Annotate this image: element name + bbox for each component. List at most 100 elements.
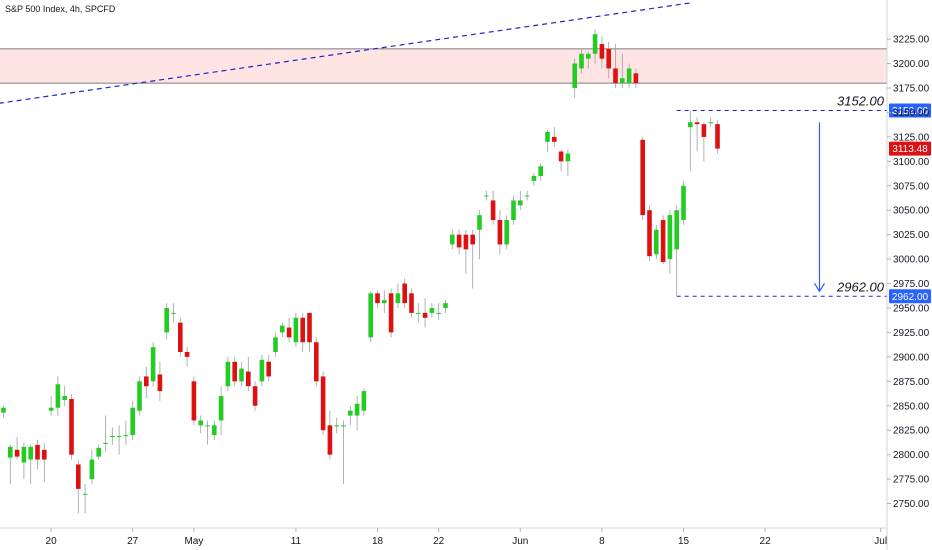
candle-body (320, 376, 326, 431)
candle (545, 130, 550, 152)
candle-body (178, 322, 183, 352)
candle-body (395, 293, 401, 304)
candle (14, 437, 20, 460)
candle-body (21, 446, 27, 463)
time-axis-label: Jun (512, 536, 528, 547)
candle (422, 298, 428, 328)
candle-body (198, 420, 203, 426)
candle (524, 190, 530, 201)
candle (511, 195, 516, 225)
candle-body (96, 447, 101, 457)
candle-body (348, 410, 353, 416)
candle (110, 427, 115, 445)
price-axis-label: 3075.00 (893, 181, 930, 192)
candle-body (212, 425, 217, 436)
candle-body (259, 359, 265, 382)
price-axis-label: 3050.00 (893, 206, 930, 217)
candle-body (450, 234, 455, 245)
candle-body (572, 63, 577, 88)
candle-body (123, 435, 129, 437)
candle (307, 312, 312, 352)
candle (184, 347, 190, 367)
candle-body (205, 425, 210, 427)
candle (416, 303, 421, 323)
candle (1, 405, 6, 418)
candle (382, 290, 387, 313)
candle (82, 484, 88, 514)
candle-body (402, 283, 407, 304)
candle (259, 354, 265, 387)
candle-body (667, 215, 673, 260)
candle (314, 337, 319, 387)
candle (613, 44, 618, 88)
candle-body (497, 220, 503, 245)
candle-body (191, 381, 197, 421)
candle (626, 63, 632, 88)
candle-body (654, 229, 659, 255)
candle (620, 53, 625, 88)
price-axis-label: 2925.00 (893, 328, 930, 339)
candle-body (103, 442, 108, 444)
candle (273, 332, 278, 357)
candle (191, 376, 197, 426)
trend-line[interactable] (0, 2, 691, 105)
candle-body (157, 374, 163, 392)
candle (144, 366, 149, 398)
candle (239, 361, 244, 387)
candle (218, 386, 224, 436)
candle (48, 396, 54, 416)
candle (178, 317, 183, 357)
time-axis-label: 18 (372, 536, 384, 547)
candle-body (252, 386, 258, 406)
candle (633, 68, 639, 88)
candle-body (640, 139, 645, 216)
candle-body (280, 325, 285, 333)
candle-body (28, 446, 33, 460)
candle-body (184, 352, 190, 357)
candle (76, 459, 81, 514)
candle (450, 229, 455, 250)
candle (592, 29, 598, 64)
candle (586, 51, 591, 69)
price-axis-label: 2800.00 (893, 450, 930, 461)
candle (429, 303, 435, 318)
candle-body (1, 407, 6, 413)
price-axis-label: 3125.00 (893, 132, 930, 143)
candle-body (416, 312, 421, 314)
last-price-tag-text: 3113.48 (892, 144, 928, 155)
candle-body (565, 153, 571, 162)
candle-body (681, 185, 686, 220)
time-axis-label: 15 (678, 536, 690, 547)
time-axis-label: 22 (433, 536, 445, 547)
level-price-tag (889, 289, 931, 304)
candle-body (375, 293, 380, 304)
candle-body (341, 425, 346, 427)
candle (674, 205, 679, 297)
candle-body (300, 317, 305, 343)
projection-arrow-head (813, 283, 826, 293)
candle-body (688, 122, 693, 128)
candle (402, 278, 407, 308)
candle-body (429, 308, 435, 313)
candle (694, 117, 700, 152)
price-axis-label: 2775.00 (893, 475, 930, 486)
candle (150, 342, 156, 387)
candle-body (239, 368, 244, 382)
candle (8, 444, 13, 484)
time-axis-label: May (184, 536, 203, 547)
price-axis-label: 3175.00 (893, 84, 930, 95)
candle (252, 381, 258, 411)
candle-body (55, 384, 61, 408)
candle-body (137, 381, 142, 411)
candle-body (327, 425, 333, 455)
level-price-tag-text: 2962.00 (892, 292, 929, 303)
candle-body (647, 210, 652, 257)
candle (606, 42, 611, 79)
candle (130, 400, 135, 440)
candle-body (504, 220, 509, 245)
candle-body (8, 446, 13, 458)
candle (293, 312, 299, 348)
